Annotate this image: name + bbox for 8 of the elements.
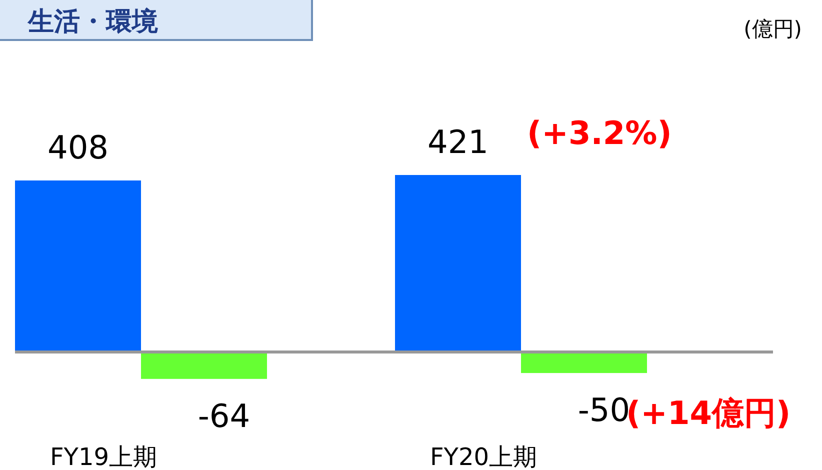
- x-tick-label: FY20上期: [430, 443, 538, 470]
- text: (億円): [744, 17, 802, 41]
- data-label: -64: [198, 396, 250, 435]
- x-tick-label: FY19上期: [50, 443, 158, 470]
- chart-title: 生活・環境: [27, 7, 158, 37]
- data-label: 421: [427, 123, 489, 161]
- data-label: 408: [47, 128, 109, 166]
- text: (+3.2%): [527, 114, 672, 152]
